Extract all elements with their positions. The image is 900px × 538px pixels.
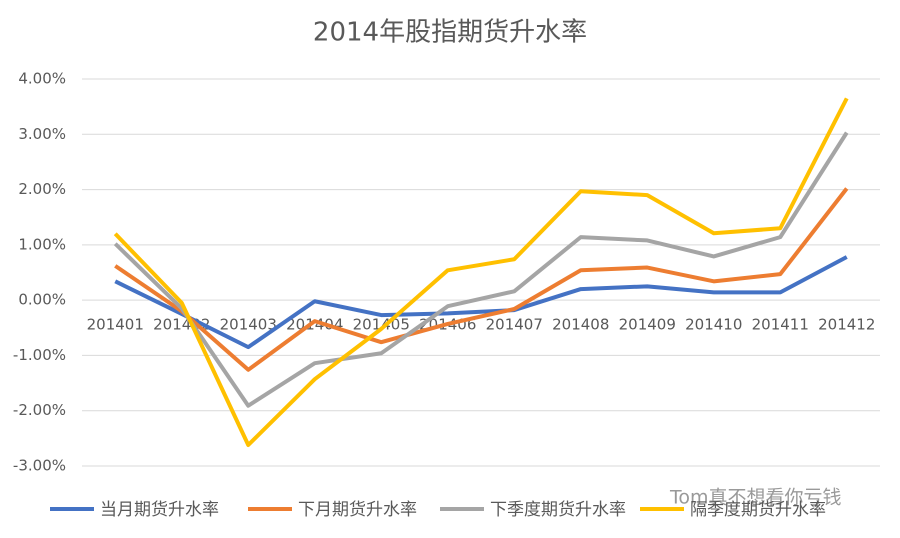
y-tick-label: 1.00% [18, 235, 66, 253]
x-tick-label: 201404 [286, 316, 343, 334]
x-tick-label: 201412 [818, 316, 875, 334]
x-tick-label: 201401 [87, 316, 144, 334]
chart-title: 2014年股指期货升水率 [313, 18, 587, 48]
series-line [114, 255, 848, 350]
x-tick-label: 201411 [752, 316, 809, 334]
series-line [113, 97, 849, 447]
x-tick-label: 201408 [552, 316, 609, 334]
legend-label: 下月期货升水率 [298, 500, 417, 520]
x-tick-label: 201409 [619, 316, 676, 334]
legend-label: 当月期货升水率 [100, 500, 219, 520]
legend-label: 下季度期货升水率 [490, 500, 626, 520]
y-tick-label: -1.00% [13, 346, 66, 364]
x-tick-label: 201405 [353, 316, 410, 334]
watermark: Tom真不想看你亏钱 [669, 487, 842, 509]
y-tick-label: 3.00% [18, 125, 66, 143]
series-line [113, 131, 849, 408]
y-tick-label: 0.00% [18, 291, 66, 309]
y-tick-label: -3.00% [13, 457, 66, 475]
x-tick-label: 201410 [685, 316, 742, 334]
legend-label: 隔季度期货升水率 [690, 500, 826, 520]
x-tick-label: 201407 [486, 316, 543, 334]
x-tick-label: 201403 [220, 316, 277, 334]
y-tick-label: 2.00% [18, 180, 66, 198]
series-line [114, 187, 849, 372]
y-tick-label: 4.00% [18, 70, 66, 88]
y-tick-label: -2.00% [13, 401, 66, 419]
